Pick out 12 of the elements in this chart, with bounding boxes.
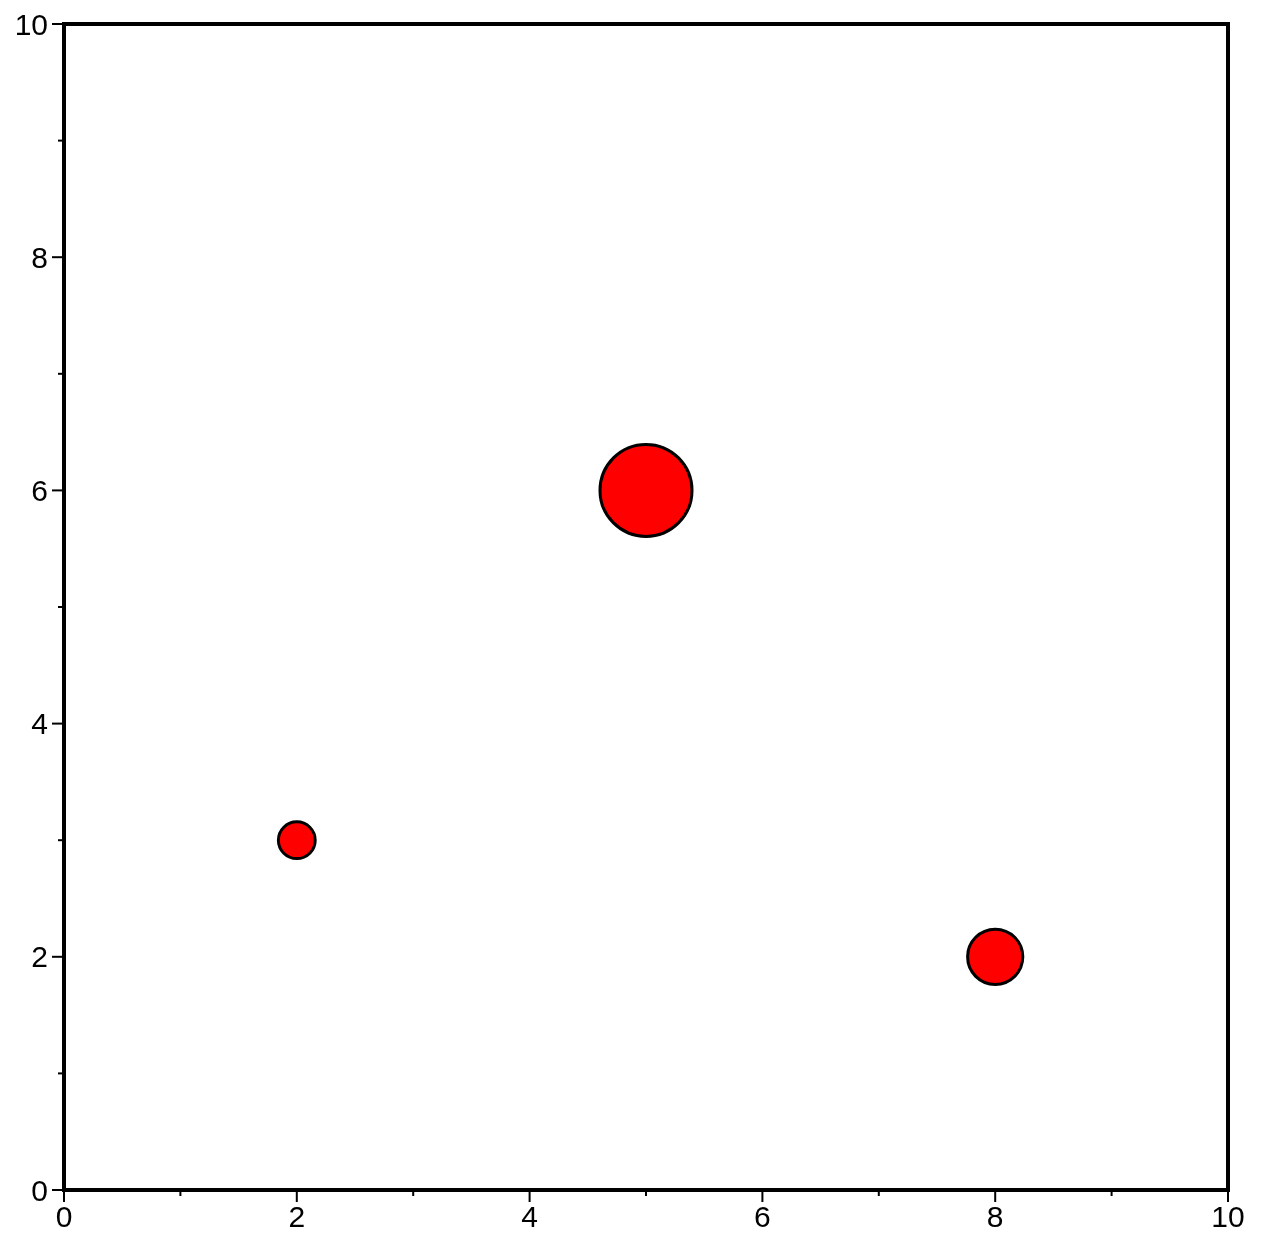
x-tick-label: 2: [288, 1199, 306, 1233]
x-tick-label: 0: [55, 1199, 73, 1233]
y-tick-label: 0: [31, 1173, 48, 1207]
y-tick-label: 2: [31, 940, 48, 974]
y-tick-label: 8: [31, 240, 48, 274]
x-tick-label: 6: [754, 1199, 771, 1233]
y-tick-label: 6: [31, 473, 48, 507]
x-tick-label: 8: [986, 1199, 1004, 1233]
y-tick-label: 10: [14, 7, 48, 41]
y-tick-label: 4: [31, 707, 48, 741]
x-tick-label: 10: [1211, 1199, 1245, 1233]
x-tick-label: 4: [521, 1199, 538, 1233]
